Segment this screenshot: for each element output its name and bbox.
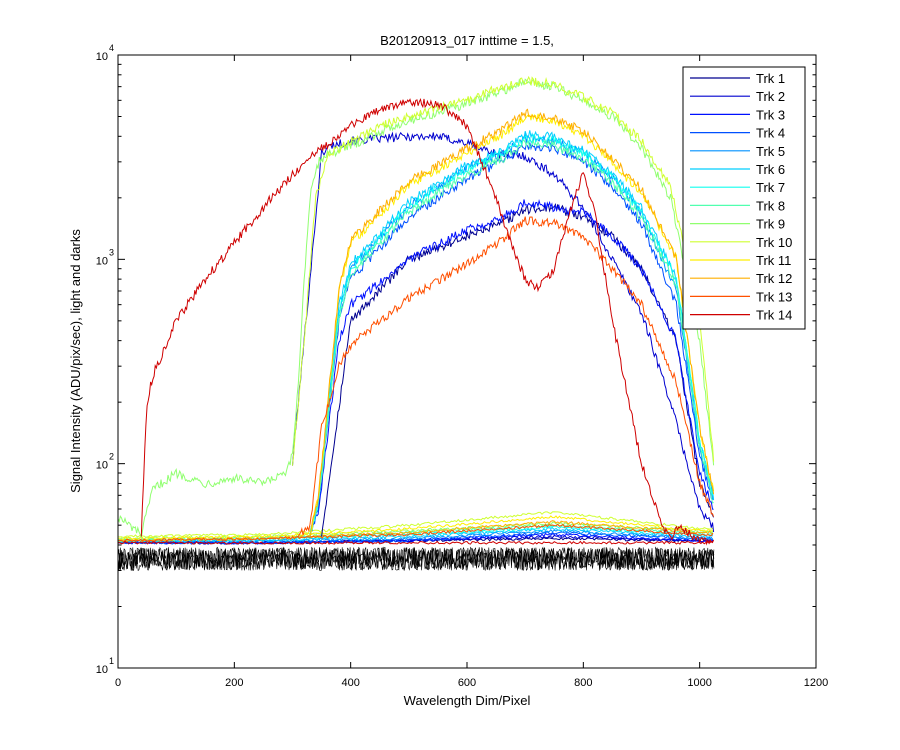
dark-band-layer [118, 546, 715, 572]
series-dark-10 [118, 511, 714, 539]
series-line-10 [292, 75, 715, 466]
x-tick-label-1: 200 [225, 677, 243, 689]
dark-trace-4 [118, 546, 715, 572]
legend-label-3: Trk 3 [756, 107, 785, 122]
legend-label-5: Trk 5 [756, 144, 785, 159]
x-tick-label-3: 600 [458, 677, 476, 689]
legend-label-8: Trk 8 [756, 198, 785, 213]
legend-label-14: Trk 14 [756, 308, 792, 323]
y-tick-exponent-2: 3 [109, 247, 114, 257]
series-layer [118, 75, 715, 546]
legend: Trk 1 Trk 2 Trk 3 Trk 4 Trk 5 Trk 6 Trk 7 Trk 8… [682, 66, 806, 330]
series-dark-14 [118, 540, 714, 545]
x-axis-ticks: 0 200 400 600 800 1000 1200 [115, 55, 828, 689]
series-line-1 [321, 203, 715, 537]
y-tick-exponent-0: 1 [109, 656, 114, 666]
y-tick-label-1: 10 [96, 460, 108, 472]
x-axis-label: Wavelength Dim/Pixel [404, 693, 531, 708]
legend-label-7: Trk 7 [756, 180, 785, 195]
legend-label-1: Trk 1 [756, 71, 785, 86]
x-tick-label-0: 0 [115, 677, 121, 689]
series-line-14 [140, 97, 715, 546]
series-dark-4 [118, 531, 714, 545]
y-tick-exponent-3: 4 [109, 43, 114, 53]
y-tick-label-0: 10 [96, 664, 108, 676]
series-dark-11 [118, 515, 714, 541]
series-dark-5 [118, 529, 714, 543]
y-axis-label: Signal Intensity (ADU/pix/sec), light an… [68, 229, 83, 493]
series-dark-13 [118, 523, 714, 543]
y-tick-label-2: 10 [96, 255, 108, 267]
series-line-4 [309, 142, 714, 537]
legend-label-6: Trk 6 [756, 162, 785, 177]
chart-title: B20120913_017 inttime = 1.5, [380, 33, 554, 48]
series-line-12 [309, 108, 715, 537]
x-tick-label-4: 800 [574, 677, 592, 689]
legend-label-10: Trk 10 [756, 235, 792, 250]
series-line-8 [309, 139, 714, 537]
x-tick-label-6: 1200 [804, 677, 828, 689]
x-tick-label-5: 1000 [687, 677, 711, 689]
series-line-3 [309, 199, 714, 537]
legend-label-12: Trk 12 [756, 271, 792, 286]
legend-label-13: Trk 13 [756, 289, 792, 304]
legend-label-9: Trk 9 [756, 217, 785, 232]
legend-box [682, 66, 806, 330]
legend-label-11: Trk 11 [756, 253, 791, 268]
x-tick-label-2: 400 [341, 677, 359, 689]
series-line-7 [309, 134, 714, 537]
y-tick-label-3: 10 [96, 51, 108, 63]
legend-label-2: Trk 2 [756, 89, 785, 104]
series-dark-12 [118, 520, 714, 543]
series-line-13 [297, 216, 715, 537]
y-tick-exponent-1: 2 [109, 452, 114, 462]
legend-label-4: Trk 4 [756, 126, 785, 141]
